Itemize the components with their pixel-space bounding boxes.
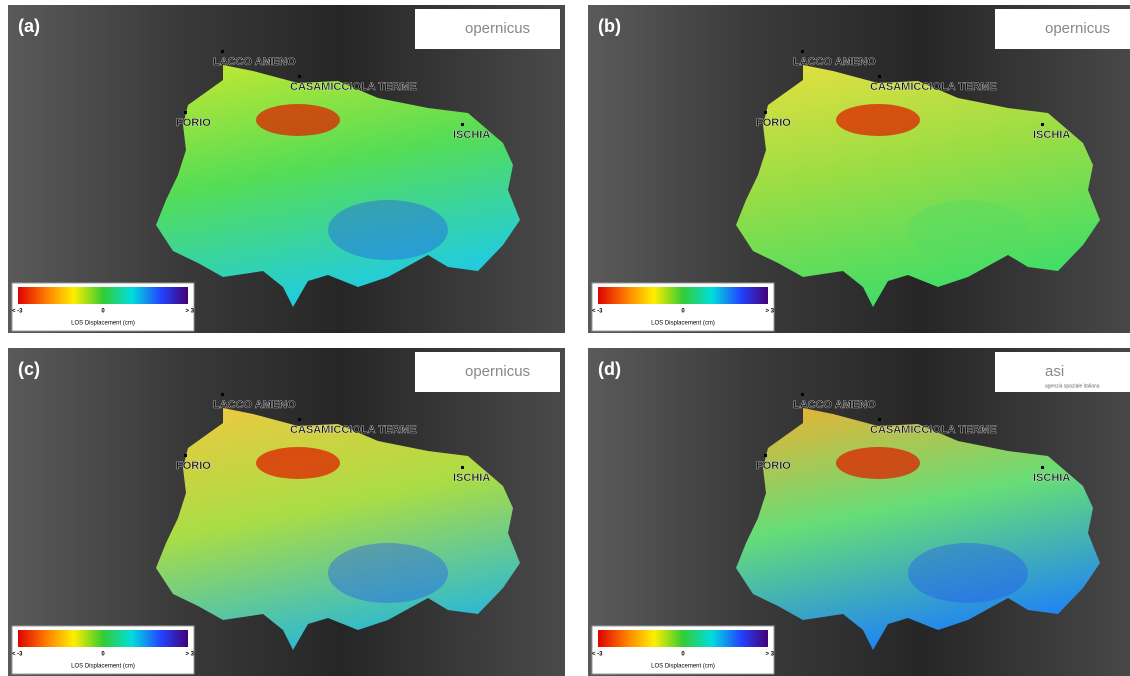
colorbar-label: < -3 bbox=[592, 309, 603, 315]
panel: (c) opernicus LACCO AMENO CASAMICCIOLA TERM… bbox=[8, 348, 565, 676]
subsidence-area bbox=[908, 200, 1028, 260]
figure: (a) opernicus LACCO AMENO CASAMICCIOLA TERM… bbox=[0, 0, 1130, 676]
colorbar bbox=[18, 630, 188, 647]
place-marker bbox=[801, 393, 804, 396]
panel-label: (c) bbox=[18, 359, 40, 379]
panel-label: (d) bbox=[598, 359, 621, 379]
colorbar bbox=[598, 630, 768, 647]
place-marker bbox=[221, 50, 224, 53]
logo-text: opernicus bbox=[1045, 20, 1110, 37]
panel: (a) opernicus LACCO AMENO CASAMICCIOLA TERM… bbox=[8, 5, 565, 333]
subsidence-area bbox=[328, 200, 448, 260]
colorbar-title: LOS Displacement (cm) bbox=[71, 321, 135, 327]
subsidence-area bbox=[908, 543, 1028, 603]
logo-text: opernicus bbox=[465, 363, 530, 380]
place-marker bbox=[298, 75, 301, 78]
panel: (d) asi agenzia spaziale italiana LACCO AME… bbox=[588, 348, 1130, 676]
place-marker bbox=[461, 123, 464, 126]
subsidence-area bbox=[328, 543, 448, 603]
place-name: FORIO bbox=[176, 117, 211, 129]
panel-label: (a) bbox=[18, 16, 40, 36]
logo-subtext: agenzia spaziale italiana bbox=[1045, 383, 1100, 389]
place-marker bbox=[298, 418, 301, 421]
colorbar-label: > 3 bbox=[765, 309, 774, 315]
place-name: LACCO AMENO bbox=[213, 56, 296, 68]
colorbar-label: > 3 bbox=[185, 309, 194, 315]
place-marker bbox=[184, 454, 187, 457]
place-name: LACCO AMENO bbox=[793, 399, 876, 411]
place-name: ISCHIA bbox=[1033, 129, 1070, 141]
place-name: FORIO bbox=[756, 460, 791, 472]
place-marker bbox=[878, 75, 881, 78]
place-marker bbox=[184, 111, 187, 114]
colorbar-label: < -3 bbox=[592, 652, 603, 658]
place-name: CASAMICCIOLA TERME bbox=[870, 424, 997, 436]
uplift-area bbox=[836, 104, 920, 136]
place-marker bbox=[801, 50, 804, 53]
place-name: CASAMICCIOLA TERME bbox=[870, 81, 997, 93]
uplift-area bbox=[256, 447, 340, 479]
place-name: FORIO bbox=[756, 117, 791, 129]
place-name: LACCO AMENO bbox=[213, 399, 296, 411]
place-name: ISCHIA bbox=[453, 129, 490, 141]
place-marker bbox=[878, 418, 881, 421]
colorbar bbox=[598, 287, 768, 304]
place-marker bbox=[1041, 466, 1044, 469]
colorbar bbox=[18, 287, 188, 304]
uplift-area bbox=[256, 104, 340, 136]
panel-label: (b) bbox=[598, 16, 621, 36]
place-marker bbox=[764, 454, 767, 457]
colorbar-title: LOS Displacement (cm) bbox=[71, 664, 135, 670]
colorbar-title: LOS Displacement (cm) bbox=[651, 321, 715, 327]
colorbar-label: < -3 bbox=[12, 309, 23, 315]
place-name: ISCHIA bbox=[453, 472, 490, 484]
place-marker bbox=[1041, 123, 1044, 126]
place-name: CASAMICCIOLA TERME bbox=[290, 424, 417, 436]
place-name: CASAMICCIOLA TERME bbox=[290, 81, 417, 93]
logo-text: asi bbox=[1045, 363, 1064, 380]
place-name: FORIO bbox=[176, 460, 211, 472]
place-marker bbox=[221, 393, 224, 396]
colorbar-label: > 3 bbox=[765, 652, 774, 658]
panel: (b) opernicus LACCO AMENO CASAMICCIOLA TERM… bbox=[588, 5, 1130, 333]
colorbar-title: LOS Displacement (cm) bbox=[651, 664, 715, 670]
place-name: ISCHIA bbox=[1033, 472, 1070, 484]
place-marker bbox=[461, 466, 464, 469]
place-marker bbox=[764, 111, 767, 114]
uplift-area bbox=[836, 447, 920, 479]
logo-text: opernicus bbox=[465, 20, 530, 37]
colorbar-label: > 3 bbox=[185, 652, 194, 658]
colorbar-label: < -3 bbox=[12, 652, 23, 658]
place-name: LACCO AMENO bbox=[793, 56, 876, 68]
